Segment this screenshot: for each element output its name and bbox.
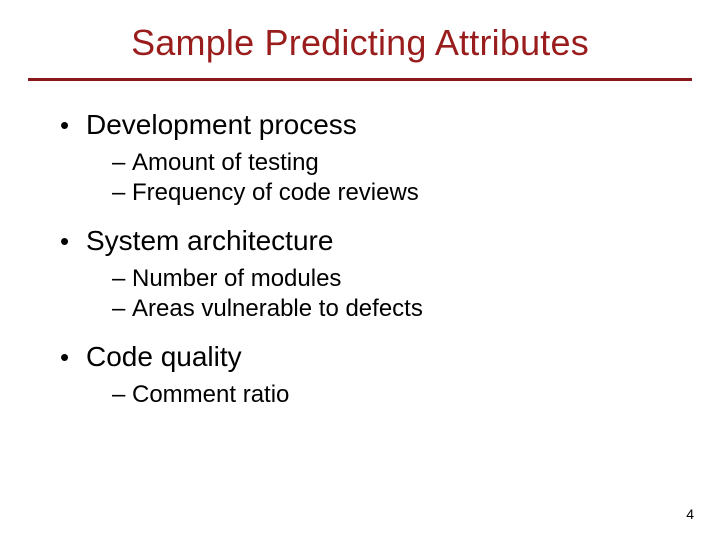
bullet-dot-icon: • [60, 228, 86, 254]
bullet-dot-icon: • [60, 344, 86, 370]
slide-title: Sample Predicting Attributes [0, 0, 720, 78]
bullet-level2: – Amount of testing [112, 149, 680, 177]
bullet-level2-group: – Comment ratio [60, 377, 680, 417]
dash-icon: – [112, 381, 132, 409]
bullet-level2-label: Amount of testing [132, 149, 319, 177]
bullet-level1-label: Development process [86, 109, 357, 141]
dash-icon: – [112, 265, 132, 293]
bullet-level1: • System architecture [60, 225, 680, 257]
bullet-level2-label: Areas vulnerable to defects [132, 295, 423, 323]
bullet-level2: – Areas vulnerable to defects [112, 295, 680, 323]
bullet-level2: – Number of modules [112, 265, 680, 293]
bullet-level1-label: System architecture [86, 225, 333, 257]
bullet-level2-group: – Number of modules – Areas vulnerable t… [60, 261, 680, 331]
dash-icon: – [112, 179, 132, 207]
slide: Sample Predicting Attributes • Developme… [0, 0, 720, 540]
bullet-level2: – Comment ratio [112, 381, 680, 409]
dash-icon: – [112, 295, 132, 323]
dash-icon: – [112, 149, 132, 177]
bullet-level1: • Development process [60, 109, 680, 141]
bullet-level1-label: Code quality [86, 341, 242, 373]
slide-body: • Development process – Amount of testin… [0, 81, 720, 417]
bullet-level2-label: Comment ratio [132, 381, 289, 409]
page-number: 4 [686, 506, 694, 522]
bullet-level1: • Code quality [60, 341, 680, 373]
bullet-dot-icon: • [60, 112, 86, 138]
bullet-level2: – Frequency of code reviews [112, 179, 680, 207]
bullet-level2-group: – Amount of testing – Frequency of code … [60, 145, 680, 215]
bullet-level2-label: Number of modules [132, 265, 341, 293]
bullet-level2-label: Frequency of code reviews [132, 179, 419, 207]
